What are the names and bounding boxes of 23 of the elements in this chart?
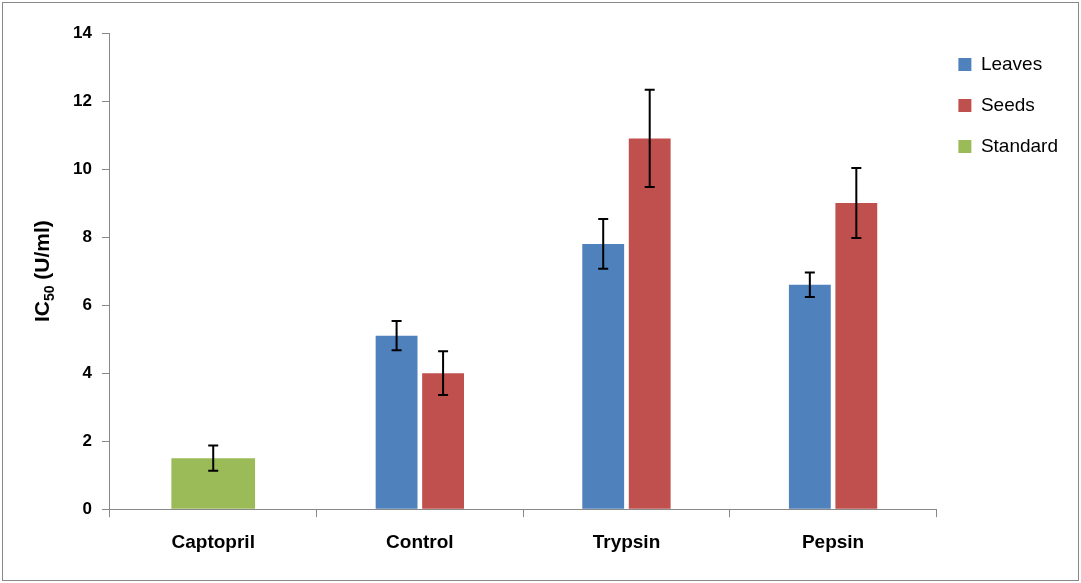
x-tick-label: Captopril [171,530,255,552]
y-tick-label: 12 [72,90,92,110]
x-tick-label: Pepsin [801,530,865,552]
bar [422,373,464,509]
y-tick-label: 8 [82,226,92,246]
x-tick-label: Trypsin [592,530,661,552]
bar [788,284,831,509]
x-tick-label: Control [386,530,454,552]
y-tick-label: 6 [82,294,92,314]
legend-label: Leaves [980,52,1043,74]
bar [171,458,256,509]
bar [582,243,625,509]
y-axis-title: IC50 (U/ml) [30,220,57,323]
y-tick-label: 0 [82,498,92,518]
legend-label: Seeds [980,93,1035,115]
y-tick-label: 4 [82,362,93,382]
bar [375,335,418,509]
bar [628,138,671,509]
y-tick-label: 2 [82,430,92,450]
bar [835,203,878,509]
y-tick-label: 10 [72,158,92,178]
legend-label: Standard [980,134,1059,156]
y-tick-label: 14 [72,22,93,42]
